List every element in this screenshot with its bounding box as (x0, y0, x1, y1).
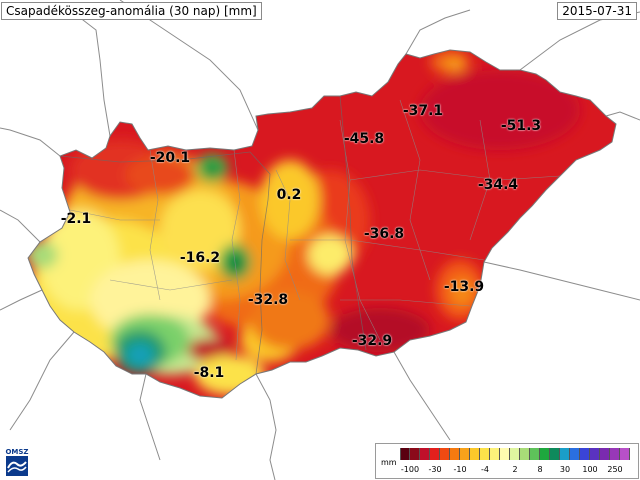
county-borders (69, 99, 561, 361)
legend-tick-label: -100 (400, 465, 420, 474)
legend-swatch (400, 448, 410, 460)
legend-swatch (540, 448, 550, 460)
value-label: -20.1 (149, 150, 191, 166)
legend-unit: mm (381, 458, 397, 467)
legend-swatch (610, 448, 620, 460)
legend-tick-label: 100 (582, 465, 598, 474)
legend-swatch (600, 448, 610, 460)
country-border (27, 49, 617, 399)
value-label: -2.1 (60, 211, 92, 227)
legend-ticks: -100 -30 -10 -4 2 8 30 100 250 (400, 465, 628, 475)
legend-tick-label: 250 (607, 465, 623, 474)
legend-swatch (430, 448, 440, 460)
value-label: -45.8 (343, 131, 385, 147)
value-label: -13.9 (443, 279, 485, 295)
legend-color-bar (400, 448, 630, 460)
legend-swatch (460, 448, 470, 460)
rivers (59, 95, 367, 375)
legend-swatch (550, 448, 560, 460)
legend-swatch (500, 448, 510, 460)
legend-swatch (480, 448, 490, 460)
value-label: -34.4 (477, 177, 519, 193)
value-label: -37.1 (402, 103, 444, 119)
legend-swatch (410, 448, 420, 460)
value-label: -36.8 (363, 226, 405, 242)
omsz-logo: OMSZ (4, 448, 30, 478)
legend-swatch (530, 448, 540, 460)
wave-icon (6, 456, 28, 476)
legend-swatch (570, 448, 580, 460)
value-label: -51.3 (500, 118, 542, 134)
legend-swatch (510, 448, 520, 460)
legend-tick-label: -30 (428, 465, 442, 474)
legend-swatch (440, 448, 450, 460)
legend-tick-label: 2 (512, 465, 518, 474)
legend-tick-label: 30 (559, 465, 571, 474)
legend-swatch (470, 448, 480, 460)
legend-tick-label: -4 (481, 465, 489, 474)
map-date: 2015-07-31 (557, 2, 637, 20)
value-label: -32.8 (247, 292, 289, 308)
value-label: -8.1 (193, 365, 225, 381)
map-title: Csapadékösszeg-anomália (30 nap) [mm] (1, 2, 262, 20)
legend-swatch (490, 448, 500, 460)
legend-swatch (580, 448, 590, 460)
legend-swatch (420, 448, 430, 460)
color-legend: mm -100 -30 -10 -4 2 8 30 100 250 (375, 443, 639, 479)
legend-swatch (590, 448, 600, 460)
legend-swatch (520, 448, 530, 460)
legend-swatch (560, 448, 570, 460)
legend-tick-label: 8 (537, 465, 543, 474)
logo-text: OMSZ (5, 448, 29, 456)
legend-swatch (620, 448, 630, 460)
legend-tick-label: -10 (453, 465, 467, 474)
value-label: -32.9 (351, 333, 393, 349)
value-label: -16.2 (179, 250, 221, 266)
value-label: 0.2 (276, 187, 302, 203)
legend-swatch (450, 448, 460, 460)
